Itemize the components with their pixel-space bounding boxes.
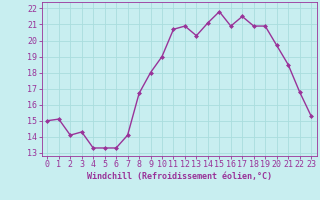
X-axis label: Windchill (Refroidissement éolien,°C): Windchill (Refroidissement éolien,°C) [87,172,272,181]
